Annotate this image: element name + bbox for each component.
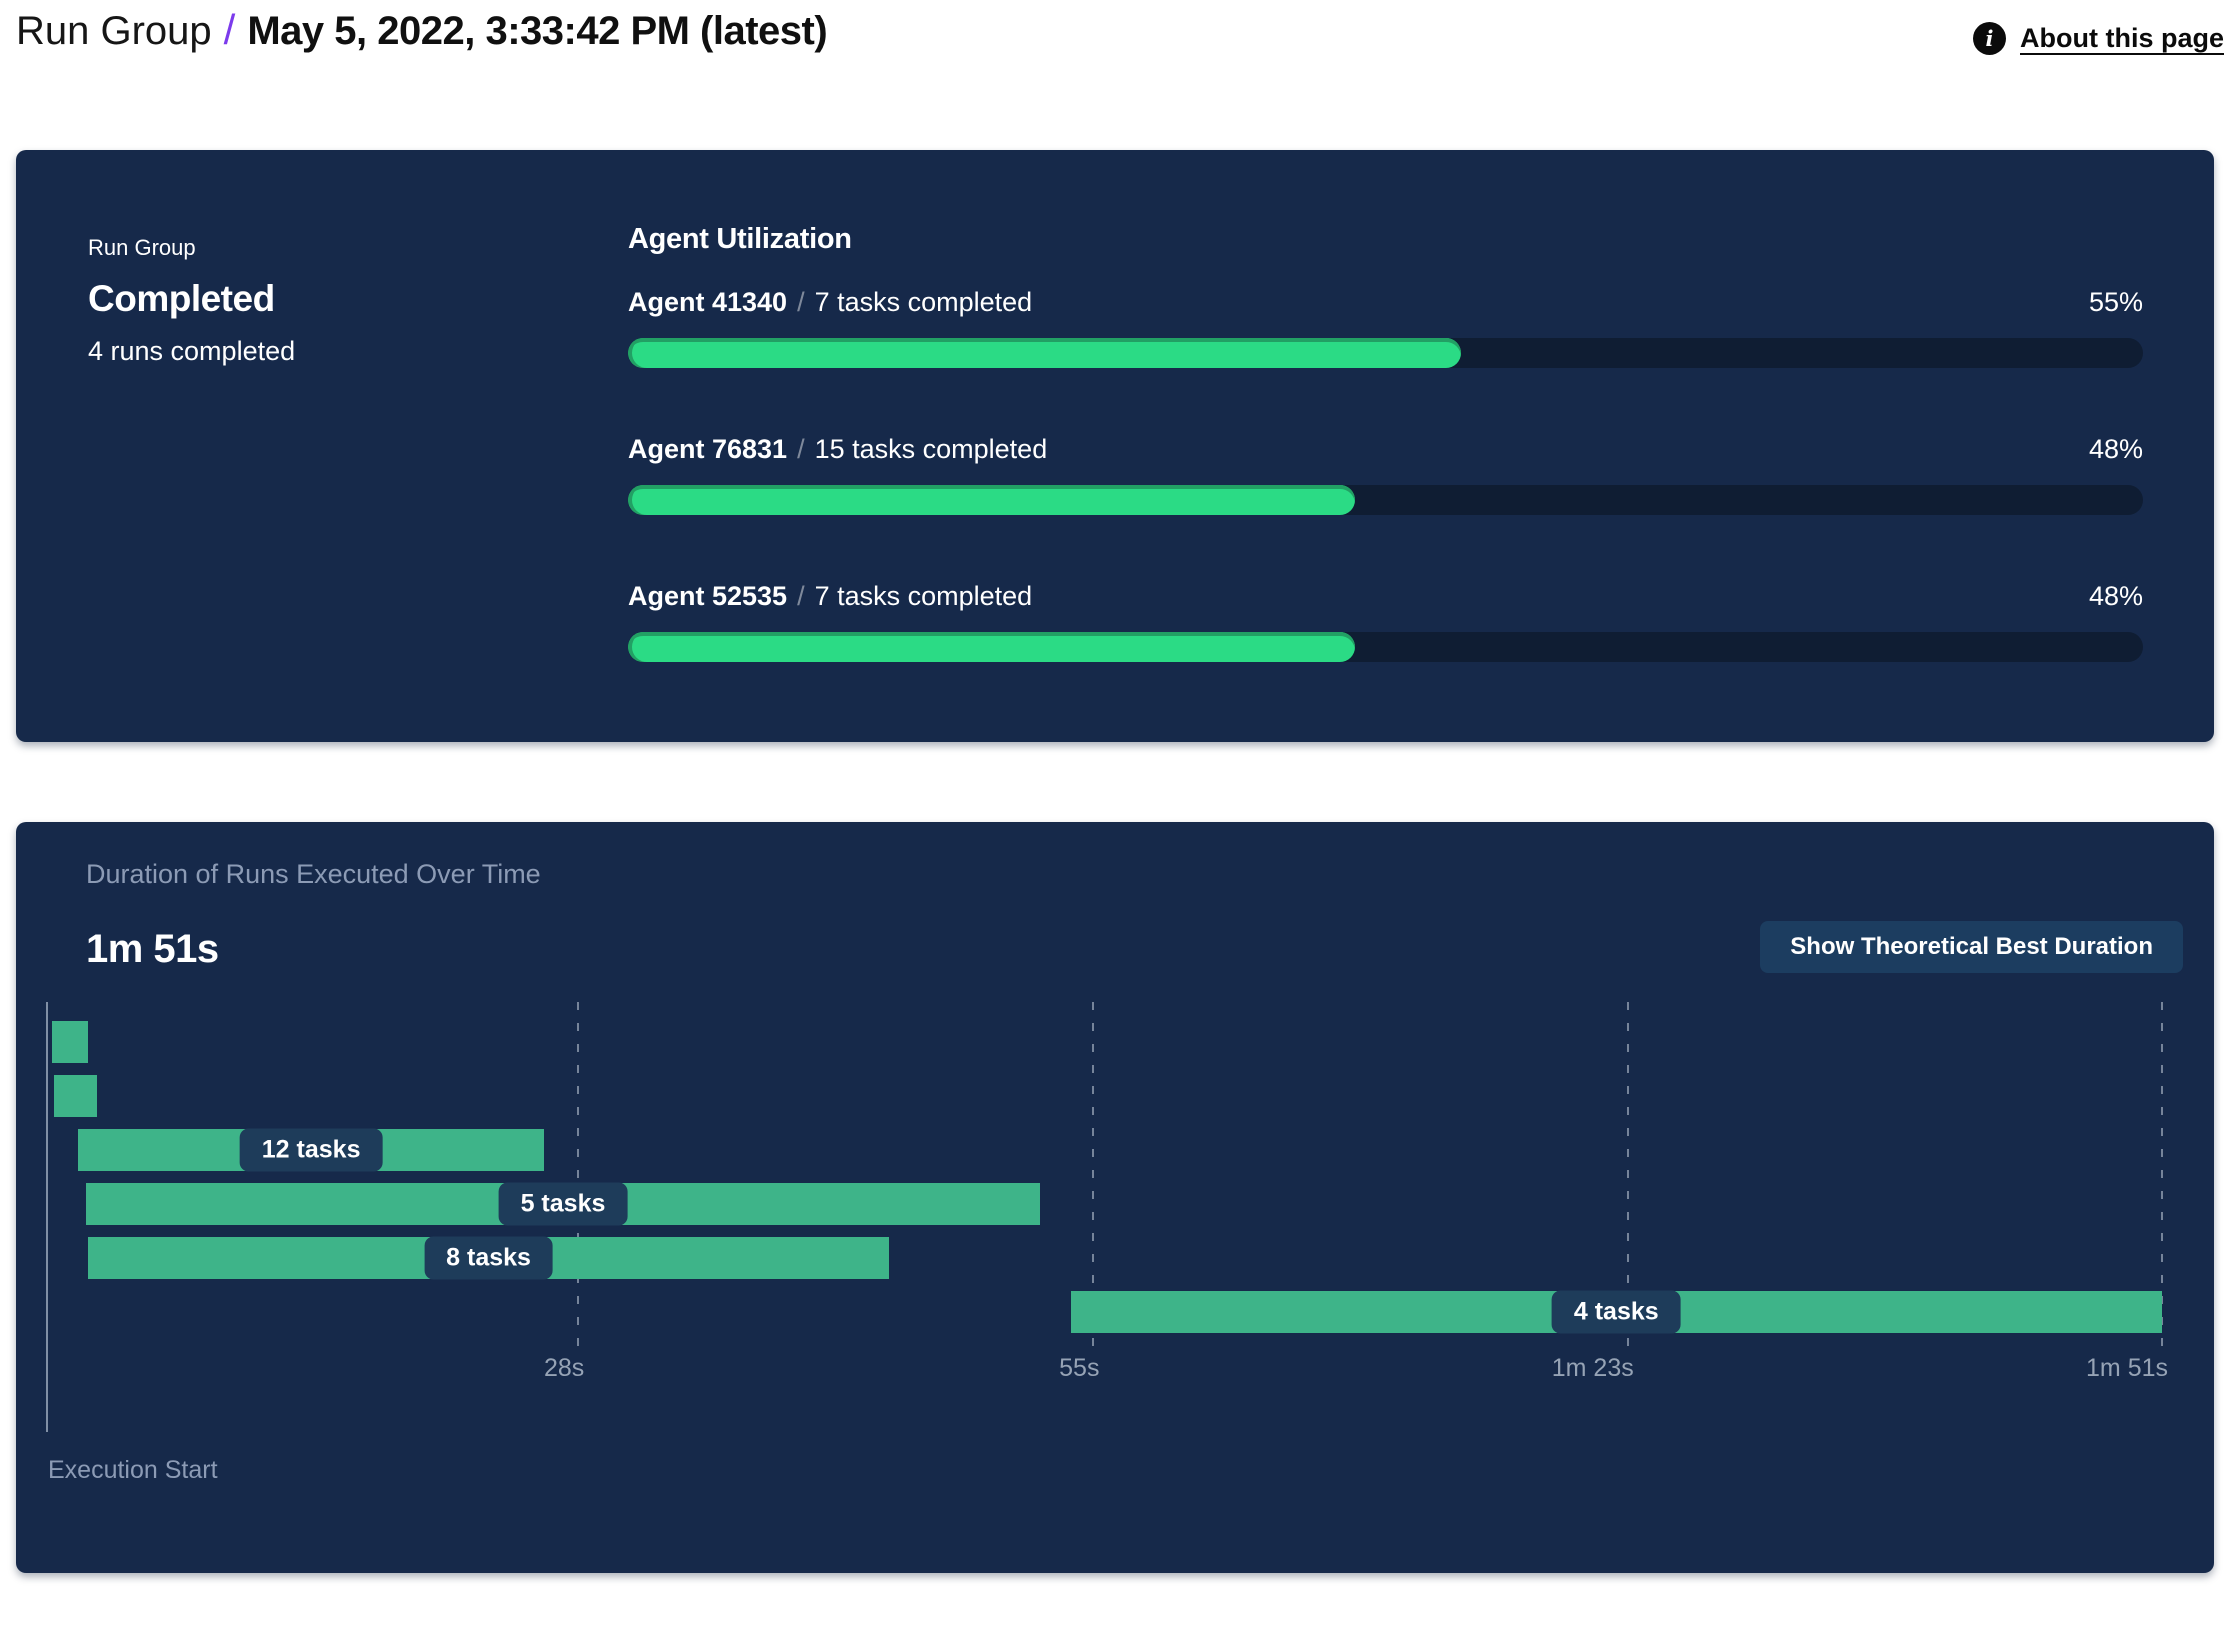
duration-panel: Duration of Runs Executed Over Time 1m 5…	[16, 822, 2214, 1573]
utilization-bar-track	[628, 485, 2143, 515]
page-title-date: May 5, 2022, 3:33:42 PM (latest)	[247, 9, 828, 53]
agent-row: Agent 76831 / 15 tasks completed 48%	[628, 433, 2143, 515]
agent-label-separator: /	[797, 434, 805, 464]
agent-utilization-list: Agent 41340 / 7 tasks completed 55% Agent 76…	[628, 286, 2143, 662]
agent-utilization-percent: 48%	[2088, 434, 2143, 464]
agent-name: Agent 52535	[628, 581, 788, 611]
execution-start-label: Execution Start	[48, 1456, 218, 1484]
agent-label-separator: /	[797, 581, 805, 611]
gridline	[577, 1002, 580, 1348]
utilization-bar-track	[628, 632, 2143, 662]
agent-label-separator: /	[797, 287, 805, 317]
agent-tasks-completed: 7 tasks completed	[814, 581, 1033, 611]
run-bar[interactable]: 8 tasks	[87, 1236, 890, 1280]
run-task-count-badge: 8 tasks	[424, 1236, 553, 1280]
run-group-status: Run Group Completed 4 runs completed	[88, 235, 295, 367]
total-duration-value: 1m 51s	[86, 927, 219, 971]
agent-utilization-section: Agent Utilization Agent 41340 / 7 tasks co…	[628, 222, 2143, 662]
run-bar[interactable]	[53, 1075, 98, 1117]
status-value: Completed	[88, 278, 275, 319]
run-task-count-badge: 4 tasks	[1551, 1290, 1681, 1334]
breadcrumb-run-group: Run Group	[16, 9, 212, 53]
agent-name: Agent 76831	[628, 434, 788, 464]
gridline	[2161, 1002, 2163, 1348]
agent-tasks-completed: 15 tasks completed	[814, 434, 1048, 464]
utilization-bar-fill	[628, 338, 1462, 368]
execution-start-axis-line	[46, 1002, 48, 1432]
utilization-bar-fill	[628, 485, 1356, 515]
breadcrumb-separator: /	[223, 6, 236, 53]
agent-row-label: Agent 52535 / 7 tasks completed 48%	[628, 580, 2143, 612]
axis-tick-label: 55s	[1059, 1354, 1100, 1382]
status-panel-label: Run Group	[88, 235, 196, 260]
run-bar[interactable]	[51, 1021, 88, 1063]
info-icon: i	[1973, 22, 2006, 55]
utilization-bar-fill	[628, 632, 1356, 662]
agent-utilization-percent: 48%	[2088, 581, 2143, 611]
run-bar[interactable]: 12 tasks	[78, 1128, 544, 1172]
axis-tick-label: 1m 51s	[2086, 1354, 2168, 1382]
about-this-page-link[interactable]: i About this page	[1973, 22, 2224, 55]
run-duration-gantt-chart: 28s 55s 1m 23s 1m 51s 12 tasks 5 tasks 8 tasks…	[16, 822, 2214, 1573]
utilization-bar-track	[628, 338, 2143, 368]
run-bar[interactable]: 5 tasks	[85, 1182, 1041, 1226]
agent-utilization-heading: Agent Utilization	[628, 223, 852, 255]
show-theoretical-best-duration-button[interactable]: Show Theoretical Best Duration	[1760, 921, 2183, 973]
agent-row: Agent 52535 / 7 tasks completed 48%	[628, 580, 2143, 662]
axis-tick-label: 28s	[543, 1354, 585, 1382]
about-link-label: About this page	[2020, 23, 2224, 53]
duration-chart-title: Duration of Runs Executed Over Time	[86, 859, 541, 889]
run-bar[interactable]: 4 tasks	[1070, 1290, 2162, 1334]
agent-name: Agent 41340	[628, 287, 788, 317]
run-task-count-badge: 12 tasks	[239, 1128, 383, 1172]
agent-tasks-completed: 7 tasks completed	[814, 287, 1033, 317]
agent-row-label: Agent 76831 / 15 tasks completed 48%	[628, 433, 2143, 465]
agent-row: Agent 41340 / 7 tasks completed 55%	[628, 286, 2143, 368]
agent-row-label: Agent 41340 / 7 tasks completed 55%	[628, 286, 2143, 318]
runs-completed-count: 4 runs completed	[88, 336, 296, 366]
run-group-summary-panel: Run Group Completed 4 runs completed Age…	[16, 150, 2214, 742]
page-title: Run Group / May 5, 2022, 3:33:42 PM (lates…	[16, 6, 828, 55]
agent-utilization-percent: 55%	[2088, 287, 2143, 317]
run-task-count-badge: 5 tasks	[498, 1182, 628, 1226]
gridline	[1092, 1002, 1095, 1348]
gridline	[1626, 1002, 1629, 1348]
axis-tick-label: 1m 23s	[1551, 1354, 1634, 1382]
